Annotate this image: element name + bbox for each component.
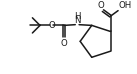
Text: N: N (74, 16, 80, 25)
Text: O: O (98, 1, 105, 10)
Text: H: H (74, 12, 80, 21)
Text: OH: OH (119, 1, 132, 10)
Text: O: O (61, 38, 67, 48)
Text: O: O (48, 21, 55, 30)
